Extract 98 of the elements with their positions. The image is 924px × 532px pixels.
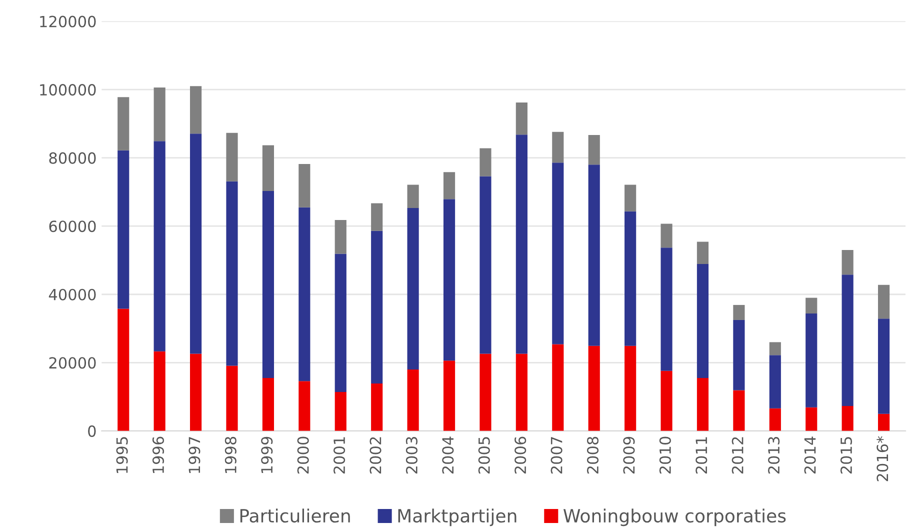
bar	[552, 132, 564, 163]
x-tick-label: 2009	[623, 436, 635, 474]
bar	[878, 284, 890, 319]
bar	[371, 230, 383, 384]
bar	[407, 184, 419, 208]
bar	[407, 369, 419, 431]
bar	[806, 298, 818, 314]
bar	[334, 392, 346, 431]
x-tick-label: 2002	[370, 437, 382, 474]
bar	[480, 354, 492, 431]
bar	[588, 134, 600, 165]
bar	[842, 274, 854, 406]
bar	[443, 360, 456, 431]
x-tick-label: 2006	[514, 436, 526, 474]
bar	[262, 190, 274, 378]
x-tick-label: 2013	[768, 437, 780, 474]
bar	[878, 318, 890, 414]
bar	[588, 164, 600, 346]
bar	[516, 102, 528, 135]
bar	[769, 355, 781, 408]
x-tick-label: 2000	[297, 436, 309, 474]
bar	[660, 224, 672, 248]
bar	[407, 208, 419, 370]
y-tick-label: 20000	[49, 357, 96, 369]
bar	[298, 381, 310, 431]
bar	[516, 134, 528, 354]
x-tick-label: 2012	[732, 437, 744, 474]
bar	[443, 172, 456, 200]
bar	[624, 184, 636, 212]
bar	[733, 304, 745, 320]
bar	[154, 351, 166, 431]
x-tick-label: 2005	[478, 437, 490, 474]
bar	[154, 141, 166, 352]
bar	[262, 378, 274, 431]
bar	[588, 346, 600, 431]
bar	[334, 254, 346, 392]
bar	[769, 408, 781, 431]
bar	[371, 203, 383, 231]
bar	[806, 407, 818, 431]
bar	[226, 181, 238, 366]
x-tick-label: 2010	[659, 436, 671, 474]
bar	[552, 162, 564, 344]
legend-label: Woningbouw corporaties	[563, 508, 786, 526]
bar	[443, 199, 456, 361]
bar	[516, 354, 528, 431]
x-tick-label: 2003	[406, 437, 418, 474]
x-tick-label: 1995	[116, 437, 128, 473]
bar	[118, 150, 130, 309]
x-tick-label: 1999	[261, 436, 273, 473]
bar	[733, 390, 745, 431]
bar	[480, 176, 492, 354]
x-tick-label: 2001	[334, 437, 346, 474]
bar	[624, 346, 636, 431]
y-tick-label: 40000	[48, 288, 96, 300]
bar	[733, 320, 745, 390]
bar	[190, 354, 202, 431]
bar	[118, 97, 130, 150]
bar	[696, 378, 709, 431]
bar	[262, 145, 274, 191]
x-tick-label: 1998	[224, 436, 236, 473]
legend-label: Particulieren	[240, 508, 350, 523]
bar	[660, 248, 672, 371]
bar	[878, 414, 890, 431]
bar	[226, 366, 238, 431]
bar	[298, 207, 310, 382]
bar	[696, 264, 709, 378]
x-tick-label: 2014	[804, 436, 816, 474]
bar	[480, 148, 492, 176]
bar	[334, 220, 346, 254]
x-tick-label: 1997	[188, 437, 200, 473]
x-tick-label: 1996	[152, 436, 164, 473]
bar	[371, 383, 383, 431]
y-tick-label: 80000	[49, 152, 96, 164]
bar	[118, 308, 130, 431]
bar	[696, 242, 709, 264]
y-tick-label: 100000	[40, 84, 96, 96]
bar	[842, 406, 854, 431]
bar	[552, 344, 564, 431]
bar	[190, 86, 202, 134]
bar	[226, 132, 238, 182]
x-tick-label: 2004	[442, 436, 454, 474]
bar	[769, 342, 781, 356]
bar	[842, 250, 854, 275]
x-tick-label: 2015	[840, 437, 852, 474]
bar	[806, 313, 818, 408]
x-tick-label: 2008	[586, 436, 599, 474]
y-tick-label: 60000	[49, 220, 96, 232]
y-tick-label: 0	[88, 425, 96, 437]
bar	[660, 370, 672, 431]
legend-label: Marktpartijen	[398, 508, 516, 526]
x-tick-label: 2011	[696, 437, 708, 474]
x-tick-label: 2007	[550, 437, 562, 474]
bar	[190, 134, 202, 354]
bar	[624, 211, 636, 346]
x-tick-label: 2016*	[876, 436, 888, 482]
bar	[154, 88, 166, 142]
y-tick-label: 120000	[40, 16, 96, 28]
bar	[298, 164, 310, 208]
